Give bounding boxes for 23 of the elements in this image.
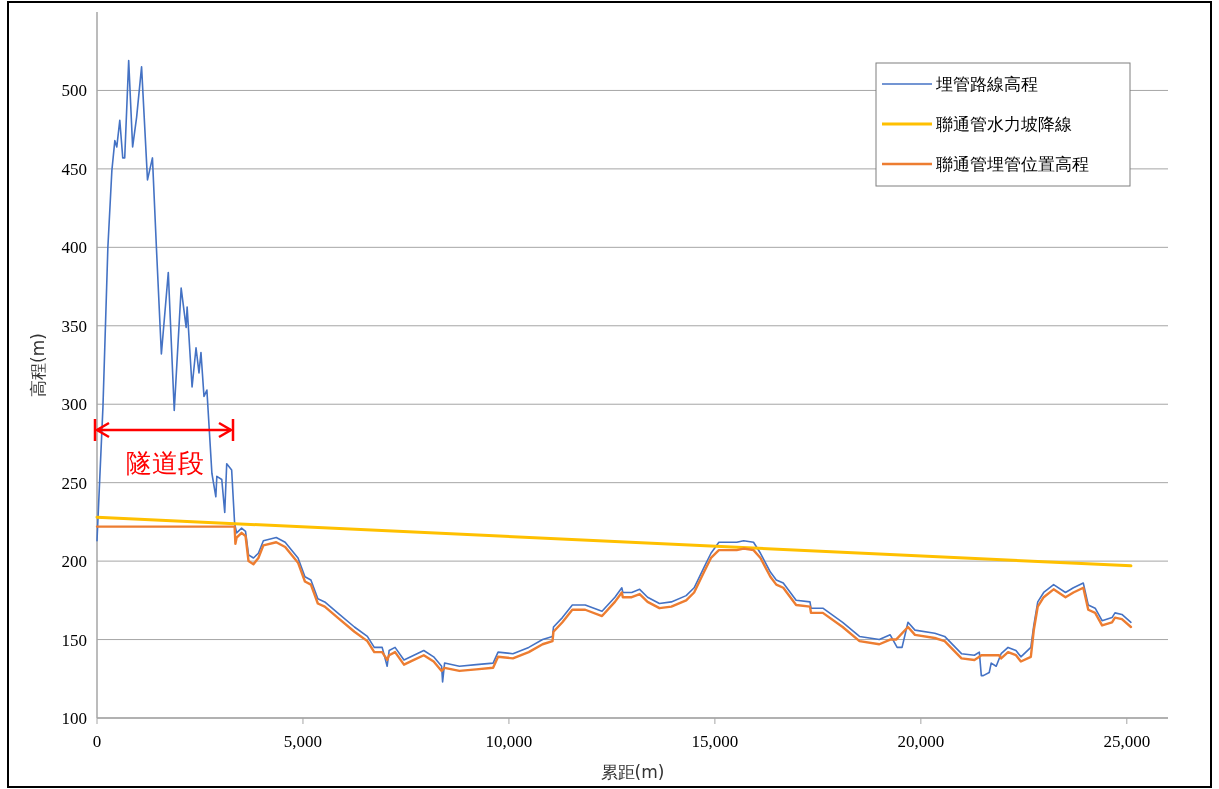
x-tick-label: 20,000 (897, 732, 945, 751)
y-tick-label: 150 (61, 630, 87, 650)
line-series (96, 59, 1132, 683)
y-axis-title: 高程(m) (28, 333, 48, 397)
line-series (95, 525, 1133, 673)
x-tick-label: 10,000 (485, 732, 533, 751)
y-tick-label: 250 (61, 473, 87, 493)
x-axis-title: 累距(m) (600, 762, 665, 782)
y-tick-label: 450 (61, 159, 87, 179)
x-tick-label: 5,000 (283, 732, 323, 751)
legend-label: 埋管路線高程 (935, 74, 1038, 94)
annotation: 隧道段 (126, 448, 204, 478)
y-tick-label: 350 (61, 316, 87, 336)
x-tick-label: 0 (92, 732, 102, 751)
legend-label: 聯通管埋管位置高程 (936, 154, 1089, 174)
y-tick-label: 200 (61, 552, 87, 572)
x-tick-label: 15,000 (691, 732, 739, 751)
y-tick-label: 300 (61, 395, 87, 415)
y-tick-label: 500 (61, 81, 87, 101)
y-tick-label: 100 (61, 709, 87, 728)
legend-label: 聯通管水力坡降線 (936, 114, 1072, 134)
y-tick-label: 400 (61, 238, 87, 258)
x-tick-label: 25,000 (1103, 732, 1151, 751)
